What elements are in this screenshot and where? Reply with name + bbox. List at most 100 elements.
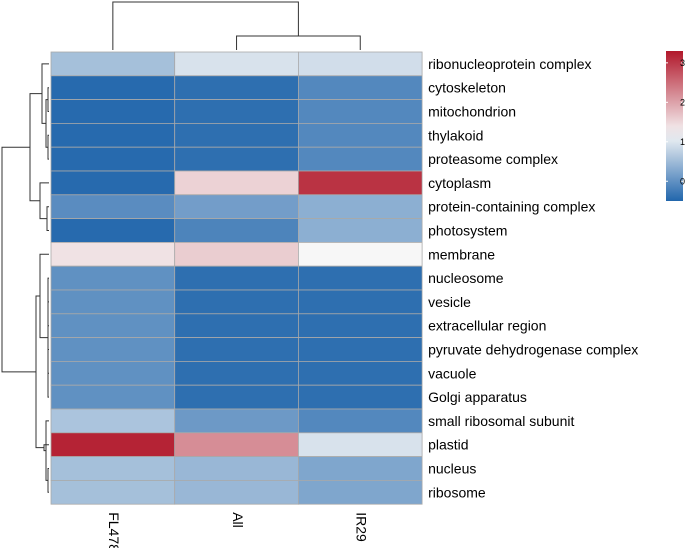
row-label: ribosome <box>428 484 486 500</box>
legend-tick-label: 0 <box>680 176 685 186</box>
heatmap-cell <box>50 337 176 362</box>
row-label: extracellular region <box>428 318 546 334</box>
heatmap-cells <box>50 51 423 505</box>
heatmap-cell <box>297 75 423 101</box>
heatmap-cell <box>174 289 299 315</box>
heatmap-cell <box>297 265 423 291</box>
row-label: vacuole <box>428 365 476 381</box>
heatmap-cell <box>50 408 176 434</box>
heatmap-cell <box>297 194 423 220</box>
heatmap-cell <box>174 75 299 101</box>
column-labels: FL478 All IR29 <box>106 512 369 548</box>
dendrogram-branch <box>46 206 49 231</box>
heatmap-cell <box>50 456 176 481</box>
column-label: FL478 <box>106 512 122 548</box>
heatmap-cell <box>50 218 176 243</box>
row-label: mitochondrion <box>428 104 516 120</box>
dendrogram-branch <box>47 277 49 398</box>
legend-tick-label: 1 <box>680 137 685 147</box>
dendrogram-branch <box>47 87 49 112</box>
heatmap-cell <box>174 408 299 434</box>
heatmap-cell <box>50 384 176 410</box>
dendrogram-branch <box>47 134 49 160</box>
heatmap-cell <box>297 479 423 505</box>
row-label: Golgi apparatus <box>428 389 527 405</box>
heatmap-cell <box>50 123 176 148</box>
heatmap-cell <box>174 99 299 124</box>
heatmap-cell <box>174 384 299 410</box>
row-label: nucleus <box>428 461 476 477</box>
heatmap-cell <box>297 384 423 410</box>
row-label: pyruvate dehydrogenase complex <box>428 342 638 358</box>
heatmap-cell <box>50 289 176 315</box>
dendrogram-branch <box>39 182 49 220</box>
heatmap-cell <box>50 360 176 386</box>
row-label: thylakoid <box>428 127 483 143</box>
heatmap-cell <box>297 313 423 338</box>
heatmap-cell <box>297 289 423 315</box>
heatmap-cell <box>297 123 423 148</box>
row-label: membrane <box>428 246 495 262</box>
heatmap-cell <box>50 146 176 172</box>
dendrogram-branch <box>47 468 49 493</box>
column-label: All <box>230 512 246 528</box>
heatmap-cell <box>297 360 423 386</box>
dendrogram-branch <box>112 1 299 50</box>
heatmap-cell <box>50 51 176 77</box>
heatmap-cell <box>174 170 299 196</box>
row-label: cytoplasm <box>428 175 491 191</box>
heatmap-cell <box>50 313 176 338</box>
color-legend: 0 1 2 3 <box>666 51 685 201</box>
heatmap-cell <box>297 408 423 434</box>
heatmap-cell <box>297 337 423 362</box>
column-label: IR29 <box>354 512 370 542</box>
heatmap-cell <box>174 241 299 267</box>
row-labels: ribonucleoprotein complex cytoskeleton mit… <box>428 56 638 500</box>
row-label: cytoskeleton <box>428 80 506 96</box>
heatmap-cell <box>174 479 299 505</box>
row-label: small ribosomal subunit <box>428 413 574 429</box>
heatmap-cell <box>297 218 423 243</box>
row-label: ribonucleoprotein complex <box>428 56 591 72</box>
heatmap-cell <box>50 75 176 101</box>
heatmap-cell <box>174 432 299 457</box>
dendrogram-branch <box>1 146 36 373</box>
row-label: nucleosome <box>428 270 504 286</box>
heatmap-cell <box>50 432 176 457</box>
heatmap-cell <box>50 170 176 196</box>
heatmap-cell <box>174 313 299 338</box>
heatmap-cell <box>50 479 176 505</box>
legend-color-bar <box>666 51 683 201</box>
row-label: photosystem <box>428 223 507 239</box>
column-dendrogram <box>112 1 361 50</box>
heatmap-cell <box>174 194 299 220</box>
heatmap-cell <box>297 456 423 481</box>
heatmap-cell <box>50 99 176 124</box>
dendrogram-branch <box>48 301 49 374</box>
row-label: vesicle <box>428 294 471 310</box>
heatmap-cell <box>297 99 423 124</box>
heatmap-cell <box>174 123 299 148</box>
heatmap-cell <box>297 146 423 172</box>
legend-tick-label: 3 <box>680 58 685 68</box>
legend-tick-label: 2 <box>680 97 685 107</box>
heatmap-cell <box>174 265 299 291</box>
heatmap-cell <box>174 218 299 243</box>
row-label: plastid <box>428 437 468 453</box>
heatmap-cell <box>174 146 299 172</box>
row-label: protein-containing complex <box>428 199 595 215</box>
heatmap-cell <box>297 51 423 77</box>
heatmap-cell <box>174 337 299 362</box>
heatmap-cell <box>174 456 299 481</box>
dendrogram-branch <box>236 35 361 50</box>
heatmap-cell <box>50 241 176 267</box>
heatmap-cell <box>174 360 299 386</box>
heatmap-cell <box>50 265 176 291</box>
row-label: proteasome complex <box>428 151 558 167</box>
row-dendrogram <box>1 63 49 493</box>
heatmap-cell <box>297 241 423 267</box>
heatmap-cell <box>50 194 176 220</box>
heatmap-cell <box>297 432 423 457</box>
heatmap-cell <box>297 170 423 196</box>
